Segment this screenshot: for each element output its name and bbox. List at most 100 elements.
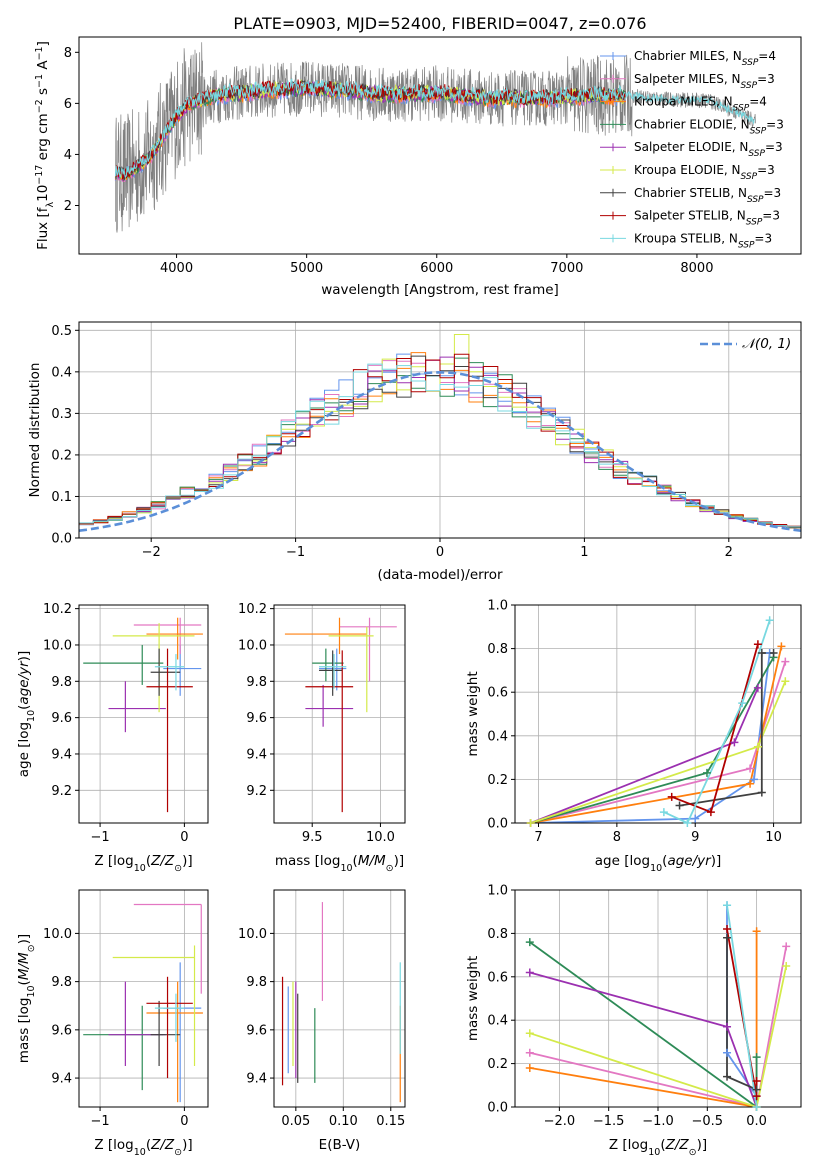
label-part: ⊙ bbox=[174, 1147, 182, 1158]
panel-residuals: −2 −1 0 1 2 0.0 0.1 0.2 0.3 0.4 0.5 𝒩(0, 1) (data-mo… bbox=[27, 321, 802, 583]
y-tick-label: 9.8 bbox=[246, 675, 267, 690]
label-part: ( bbox=[662, 853, 667, 869]
label-part: ( bbox=[660, 1137, 665, 1153]
weight-point-7 bbox=[723, 925, 732, 934]
plot-area bbox=[281, 902, 401, 1103]
y-tick-label: 0.4 bbox=[487, 1014, 508, 1029]
label-part: age [log bbox=[16, 722, 32, 777]
x-tick-label: −2 bbox=[142, 545, 161, 560]
x-axis-label: (data-model)/error bbox=[377, 567, 503, 583]
legend-count: =3 bbox=[762, 209, 780, 223]
x-tick-label: −1 bbox=[90, 830, 109, 845]
y-axis-label: mass weight bbox=[465, 956, 481, 1041]
weight-point-5 bbox=[782, 961, 791, 970]
axes-frame bbox=[78, 36, 802, 255]
weight-point-3 bbox=[752, 1053, 761, 1062]
x-axis-label: Z [log10(Z/Z⊙)] bbox=[94, 1137, 192, 1158]
legend-count: =4 bbox=[749, 95, 767, 109]
label-part: mass [log bbox=[275, 853, 341, 869]
y-tick-label: 8 bbox=[64, 46, 72, 61]
x-tick-label: 4000 bbox=[160, 261, 193, 276]
panel-weight_vs_Z: −2.0 −1.5 −1.0 −0.5 0.0 0.0 0.2 0.4 0.6 0.8 1.0 Z [… bbox=[465, 884, 802, 1158]
legend-label-normal: 𝒩(0, 1) bbox=[742, 336, 791, 352]
weight-point-4 bbox=[730, 738, 739, 747]
axes-frame bbox=[273, 604, 406, 824]
axes-frame bbox=[514, 604, 802, 824]
y-tick-label: 10.0 bbox=[238, 927, 267, 942]
x-axis-label: age [log10(age/yr)] bbox=[595, 853, 721, 874]
y-tick-label: 0.8 bbox=[487, 927, 508, 942]
weight-point-5 bbox=[526, 819, 535, 827]
x-axis-label: Z [log10(Z/Z⊙)] bbox=[609, 1137, 707, 1158]
legend-label-2: Kroupa MILES, NSSP=4 bbox=[634, 95, 767, 114]
weight-line-8 bbox=[726, 905, 758, 1107]
x-axis-label: E(B-V) bbox=[319, 1137, 361, 1153]
weight-point-8 bbox=[765, 616, 774, 625]
x-tick-label: 0.10 bbox=[329, 1114, 358, 1129]
x-tick-label: 2 bbox=[725, 545, 733, 560]
label-part: λ bbox=[45, 202, 56, 208]
y-tick-label: 10.0 bbox=[43, 638, 72, 653]
legend-name: Chabrier STELIB, N bbox=[634, 186, 747, 200]
y-tick-label: 0.0 bbox=[487, 817, 508, 832]
y-tick-label: 0.0 bbox=[51, 532, 72, 547]
x-tick-label: 8000 bbox=[680, 261, 713, 276]
y-tick-label: 0.4 bbox=[51, 365, 72, 380]
label-part: Z/Z bbox=[150, 1137, 175, 1153]
x-axis-label: Z [log10(Z/Z⊙)] bbox=[94, 853, 192, 874]
weight-point-7 bbox=[752, 1076, 761, 1085]
y-axis-label: Normed distribution bbox=[27, 363, 43, 498]
legend-count: =3 bbox=[766, 117, 784, 131]
panel-age_vs_mass: 9.5 10.0 9.2 9.4 9.6 9.8 10.0 10.2 mass [log10(M… bbox=[238, 602, 406, 874]
y-tick-label: 9.2 bbox=[51, 784, 72, 799]
label-part: erg cm bbox=[35, 113, 51, 164]
y-tick-label: 0.1 bbox=[51, 490, 72, 505]
label-part: )] bbox=[182, 1137, 193, 1153]
weight-point-2 bbox=[746, 779, 755, 788]
label-part: 10 bbox=[134, 863, 146, 874]
plot-area bbox=[529, 905, 788, 1107]
weight-point-4 bbox=[525, 968, 534, 977]
label-part: 10 bbox=[26, 985, 37, 997]
legend-label-0: Chabrier MILES, NSSP=4 bbox=[634, 49, 776, 68]
grid-lines bbox=[79, 605, 208, 823]
y-tick-label: 9.4 bbox=[51, 747, 72, 762]
y-tick-label: 10.2 bbox=[43, 602, 72, 617]
label-part: ⊙ bbox=[26, 944, 37, 952]
plot-area bbox=[114, 42, 756, 233]
weight-point-0 bbox=[749, 775, 758, 784]
legend-count: =3 bbox=[764, 186, 782, 200]
label-part: )] bbox=[16, 651, 32, 662]
legend-name: Salpeter STELIB, N bbox=[634, 209, 746, 223]
legend-count: =3 bbox=[757, 72, 775, 86]
x-tick-label: 8 bbox=[613, 830, 621, 845]
weight-point-5 bbox=[753, 742, 762, 751]
legend-sub: SSP bbox=[741, 172, 758, 182]
panel-mass_vs_EBV: 0.05 0.10 0.15 9.4 9.6 9.8 10.0 E(B-V) bbox=[238, 889, 406, 1153]
x-tick-label: 7 bbox=[534, 830, 542, 845]
weight-point-8 bbox=[683, 819, 692, 827]
y-tick-label: 0.0 bbox=[487, 1101, 508, 1116]
label-part: 10 bbox=[134, 1147, 146, 1158]
y-axis-label: mass [log10(M/M⊙)] bbox=[16, 934, 37, 1063]
plot-area bbox=[83, 617, 203, 813]
legend-count: =3 bbox=[754, 231, 772, 245]
label-part: )] bbox=[182, 853, 193, 869]
label-part: −1 bbox=[34, 74, 45, 88]
weight-line-5 bbox=[529, 965, 788, 1107]
legend-sub: SSP bbox=[748, 149, 765, 159]
weight-point-6 bbox=[723, 933, 732, 942]
x-axis-label: mass [log10(M/M⊙)] bbox=[275, 853, 404, 874]
x-tick-label: 6000 bbox=[420, 261, 453, 276]
y-tick-label: 0.6 bbox=[487, 970, 508, 985]
label-part: Z [log bbox=[94, 1137, 133, 1153]
weight-point-8 bbox=[659, 808, 668, 817]
legend-label-6: Chabrier STELIB, NSSP=3 bbox=[634, 186, 781, 205]
label-part: 10 bbox=[650, 863, 662, 874]
weight-point-1 bbox=[781, 657, 790, 666]
legend-label-3: Chabrier ELODIE, NSSP=3 bbox=[634, 117, 784, 136]
panel-age_vs_Z: −1 09.29.49.69.810.010.2Z [log10(Z/Z⊙)]ag… bbox=[16, 602, 209, 874]
y-tick-label: 9.4 bbox=[51, 1072, 72, 1087]
